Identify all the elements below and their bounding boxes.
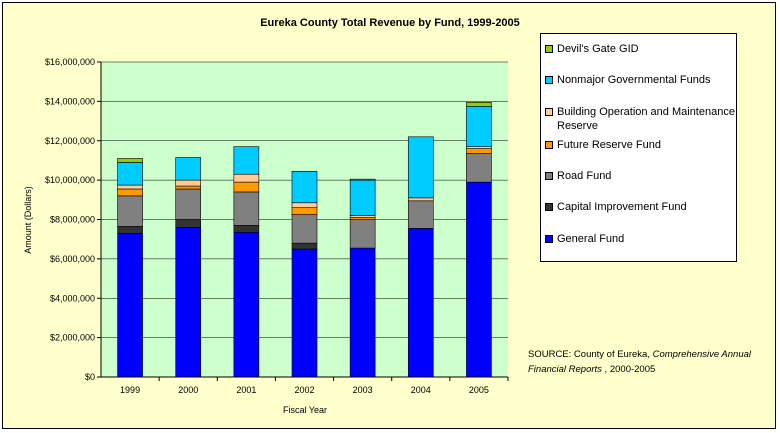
bar-segment xyxy=(349,178,376,181)
bar-segment xyxy=(117,184,143,190)
x-tick-label: 2003 xyxy=(353,385,373,395)
bar-segment xyxy=(291,207,318,215)
legend-label: Road Fund xyxy=(557,170,612,182)
bar-segment xyxy=(175,219,202,228)
bar-segment xyxy=(233,231,260,378)
bar-segment xyxy=(233,225,260,233)
bar-segment xyxy=(466,181,492,378)
y-tick-label: $0 xyxy=(85,372,95,382)
legend: Devil's Gate GID Nonmajor Governmental Fu… xyxy=(540,33,737,262)
bar-segment xyxy=(291,170,318,204)
legend-label: General Fund xyxy=(557,233,625,245)
bar-segment xyxy=(233,181,260,193)
bar-segment xyxy=(349,219,376,249)
legend-swatch xyxy=(545,45,553,53)
bar-segment xyxy=(291,248,318,378)
bar-segment xyxy=(407,136,434,199)
legend-label: Future Reserve Fund xyxy=(557,139,661,151)
y-tick-label: $8,000,000 xyxy=(50,215,95,225)
x-tick-label: 2005 xyxy=(469,385,489,395)
legend-label: Capital Improvement Fund xyxy=(557,201,687,213)
bar-segment xyxy=(291,214,318,244)
legend-swatch xyxy=(545,172,553,180)
source-report-title: Comprehensive Annual Financial Reports xyxy=(528,349,752,375)
bar-segment xyxy=(117,226,143,234)
x-tick-label: 1999 xyxy=(120,385,140,395)
y-tick-label: $6,000,000 xyxy=(50,254,95,264)
x-tick-label: 2000 xyxy=(178,385,198,395)
bar-segment xyxy=(175,157,202,181)
y-tick-label: $2,000,000 xyxy=(50,333,95,343)
bar-segment xyxy=(349,179,376,216)
legend-label: Devil's Gate GID xyxy=(557,43,639,55)
bar-segment xyxy=(466,105,492,147)
source-suffix: , 2000-2005 xyxy=(601,364,656,375)
y-axis-title: Amount (Dollars) xyxy=(23,186,33,254)
bar-segment xyxy=(117,188,143,197)
legend-swatch xyxy=(545,235,553,243)
chart-title: Eureka County Total Revenue by Fund, 199… xyxy=(260,17,520,29)
legend-label: Building Operation and Maintenance Reser… xyxy=(557,106,735,132)
bar-segment xyxy=(407,228,434,378)
y-tick-label: $16,000,000 xyxy=(45,57,95,67)
legend-swatch xyxy=(545,76,553,84)
bar-segment xyxy=(175,185,202,190)
bar-segment xyxy=(233,173,260,183)
x-tick-label: 2001 xyxy=(236,385,256,395)
y-tick-label: $10,000,000 xyxy=(45,175,95,185)
bar-segment xyxy=(117,162,143,186)
source-note: SOURCE: County of Eureka, Comprehensive … xyxy=(528,347,768,377)
bar-segment xyxy=(466,102,492,107)
bar-segment xyxy=(175,179,202,187)
bar-segment xyxy=(466,148,492,154)
y-ticks: $0 $2,000,000 $4,000,000 $6,000,000 $8,000,0… xyxy=(45,57,101,382)
bars xyxy=(117,102,492,378)
bar-segment xyxy=(233,191,260,226)
bar-segment xyxy=(349,247,376,378)
bar-segment xyxy=(233,146,260,175)
bar-segment xyxy=(291,242,318,250)
x-tick-label: 2002 xyxy=(294,385,314,395)
source-prefix: SOURCE: County of Eureka, xyxy=(528,349,653,360)
bar-segment xyxy=(407,197,434,202)
legend-swatch xyxy=(545,203,553,211)
bar-segment xyxy=(117,232,143,378)
bar-segment xyxy=(175,188,202,220)
legend-label: Nonmajor Governmental Funds xyxy=(557,74,711,86)
bar-segment xyxy=(117,195,143,227)
y-tick-label: $12,000,000 xyxy=(45,136,95,146)
legend-swatch xyxy=(545,108,553,116)
y-tick-label: $4,000,000 xyxy=(50,293,95,303)
x-tick-label: 2004 xyxy=(411,385,431,395)
x-axis-title: Fiscal Year xyxy=(283,405,327,415)
legend-swatch xyxy=(545,141,553,149)
bar-segment xyxy=(466,153,492,183)
y-tick-label: $14,000,000 xyxy=(45,96,95,106)
x-ticks: 1999 2000 2001 2002 2003 2004 2005 xyxy=(120,377,509,395)
bar-segment xyxy=(407,200,434,229)
bar-segment xyxy=(291,202,318,208)
bar-segment xyxy=(117,158,143,163)
bar-segment xyxy=(175,227,202,378)
